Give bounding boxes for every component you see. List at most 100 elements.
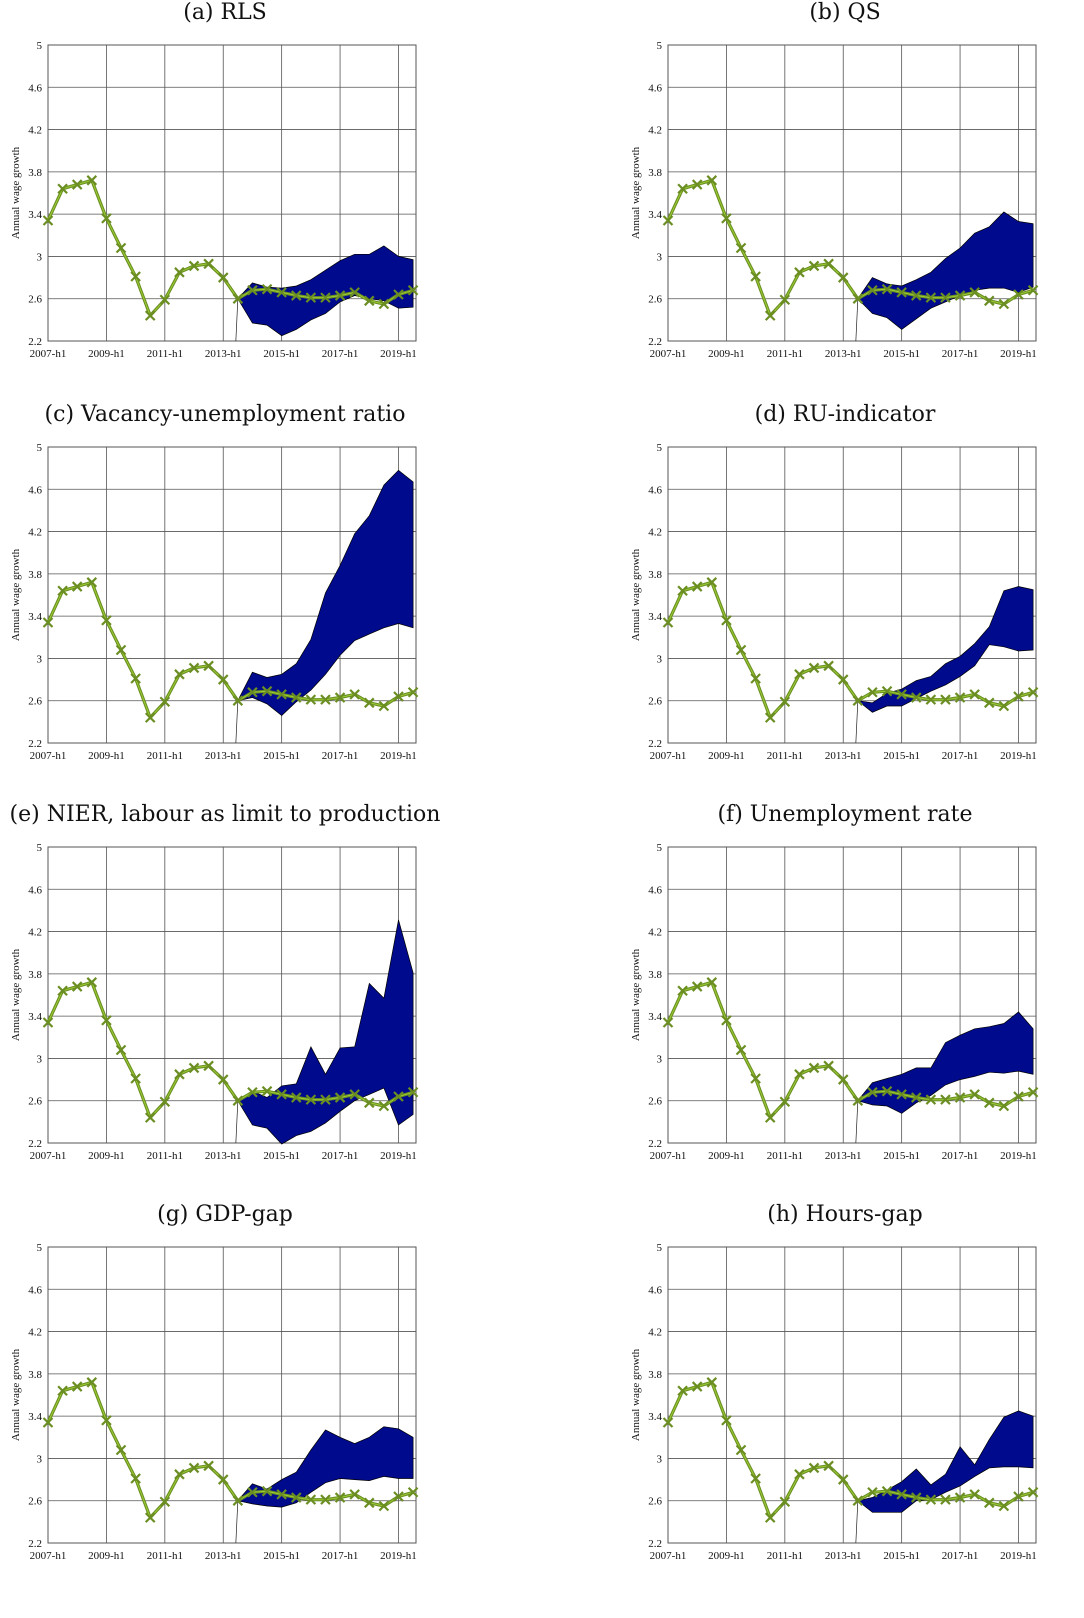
data-point: [159, 1496, 171, 1508]
plot-frame: [667, 44, 1037, 342]
plot-frame: [47, 446, 417, 744]
x-tick-label: 2013-h1: [205, 1150, 242, 1162]
data-point: [721, 1015, 732, 1026]
data-point: [363, 1097, 375, 1109]
x-tick-label: 2009-h1: [88, 1550, 125, 1562]
data-point: [290, 1492, 302, 1503]
series-line-highlight: [667, 981, 1034, 1119]
data-point: [144, 712, 156, 723]
data-point: [378, 298, 390, 310]
x-tick-label: 2007-h1: [30, 750, 67, 762]
plot-frame: [47, 1246, 417, 1544]
data-point: [867, 1486, 878, 1498]
data-point: [305, 292, 317, 303]
x-tick-label: 2015-h1: [883, 750, 920, 762]
data-point: [290, 290, 302, 301]
x-tick-label: 2015-h1: [883, 1150, 920, 1162]
y-tick-label: 3.4: [28, 209, 42, 221]
data-point: [57, 1385, 68, 1397]
y-tick-label: 3: [37, 1053, 43, 1065]
y-tick-label: 2.2: [648, 336, 662, 348]
data-point: [393, 1091, 404, 1102]
data-point: [1027, 686, 1039, 698]
data-point: [393, 1491, 404, 1502]
data-point: [349, 1089, 360, 1100]
data-point: [71, 981, 83, 992]
data-point: [174, 669, 185, 680]
x-tick-label: 2017-h1: [322, 1550, 359, 1562]
data-point: [852, 695, 864, 706]
data-point: [86, 577, 98, 588]
data-point: [261, 283, 273, 295]
data-point: [159, 1096, 171, 1108]
data-point: [334, 290, 346, 301]
y-tick-label: 2.2: [28, 336, 42, 348]
data-point: [101, 213, 112, 224]
data-point: [1027, 284, 1039, 296]
data-point: [203, 1460, 214, 1472]
data-point: [969, 1089, 980, 1100]
x-tick-label: 2007-h1: [650, 750, 687, 762]
data-point: [261, 1485, 273, 1497]
x-tick-label: 2009-h1: [708, 348, 745, 360]
plot-frame: [667, 846, 1037, 1144]
data-point: [276, 287, 287, 298]
data-point: [203, 258, 214, 270]
data-point: [881, 283, 893, 295]
x-tick-label: 2011-h1: [147, 1150, 183, 1162]
y-tick-label: 2.2: [28, 1138, 42, 1150]
data-point: [910, 692, 922, 703]
forecast-connector: [235, 1100, 239, 1144]
data-point: [940, 694, 951, 705]
y-tick-label: 4.2: [28, 125, 42, 137]
data-point: [188, 1062, 200, 1074]
data-point: [203, 1060, 214, 1072]
data-point: [969, 287, 980, 298]
data-point: [261, 685, 273, 697]
x-tick-label: 2017-h1: [322, 348, 359, 360]
data-point: [276, 1489, 287, 1500]
data-point: [677, 985, 688, 997]
data-point: [896, 287, 907, 298]
data-point: [662, 215, 674, 226]
data-point: [378, 1500, 390, 1512]
data-point: [71, 1381, 83, 1392]
y-tick-label: 4.2: [28, 927, 42, 939]
series-line-highlight: [47, 1381, 414, 1519]
data-point: [363, 295, 375, 307]
data-point: [823, 660, 834, 672]
data-point: [677, 1385, 688, 1397]
data-point: [779, 1096, 791, 1108]
x-tick-label: 2011-h1: [147, 750, 183, 762]
x-tick-label: 2011-h1: [767, 1150, 803, 1162]
chart-panel-f: (f) Unemployment rate 2.2 2.6 3 3.4 3.8 4.2 4.…: [620, 802, 1070, 1192]
x-tick-label: 2013-h1: [825, 1550, 862, 1562]
data-point: [837, 272, 849, 283]
data-point: [983, 697, 995, 709]
data-point: [721, 1415, 732, 1426]
y-tick-label: 4.6: [648, 1284, 662, 1296]
y-axis-label: Annual wage growth: [630, 548, 642, 641]
y-tick-label: 4.6: [648, 484, 662, 496]
x-tick-label: 2013-h1: [205, 1550, 242, 1562]
data-point: [232, 293, 244, 304]
y-tick-label: 4.2: [28, 527, 42, 539]
y-tick-label: 3.4: [28, 1411, 42, 1423]
data-point: [130, 1073, 141, 1084]
data-point: [261, 1085, 273, 1097]
data-point: [954, 692, 966, 703]
data-point: [925, 1494, 937, 1505]
x-tick-label: 2017-h1: [942, 1550, 979, 1562]
data-point: [750, 271, 761, 282]
data-point: [290, 1092, 302, 1103]
data-point: [1013, 691, 1024, 702]
data-point: [407, 1486, 419, 1498]
data-point: [101, 1415, 112, 1426]
data-point: [1013, 1091, 1024, 1102]
y-tick-label: 5: [657, 442, 663, 454]
data-point: [721, 615, 732, 626]
data-point: [247, 1086, 258, 1098]
x-tick-label: 2011-h1: [147, 1550, 183, 1562]
data-point: [71, 581, 83, 592]
y-tick-label: 2.6: [648, 696, 662, 708]
